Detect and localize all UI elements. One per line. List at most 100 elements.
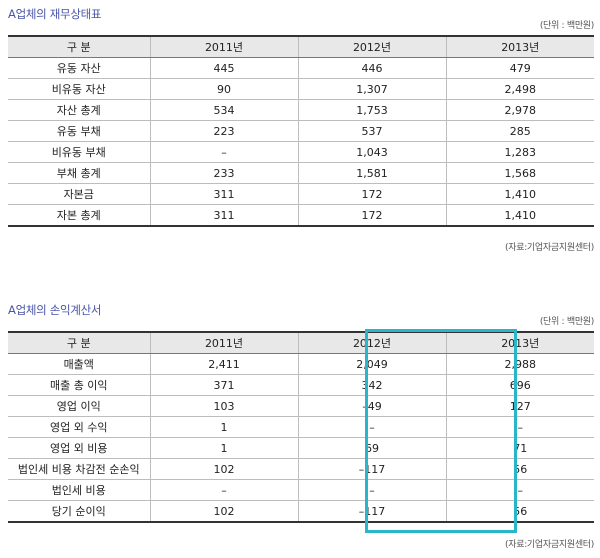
row-label: 유동 자산	[8, 57, 150, 79]
income-statement-source: (자료:기업자금지원센터)	[505, 540, 594, 550]
table-row: 당기 순이익 102 –117 56	[8, 500, 594, 522]
row-label: 비유동 자산	[8, 78, 150, 100]
table-cell: 1,568	[445, 162, 594, 184]
table-cell: 534	[149, 99, 298, 121]
table-cell: 2,498	[445, 78, 594, 100]
table-cell: 371	[149, 374, 298, 396]
table-cell: 102	[149, 458, 298, 480]
table-cell: 127	[445, 395, 594, 417]
header-2011: 2011년	[149, 36, 298, 58]
table-cell: 2,411	[149, 353, 298, 375]
row-label: 영업 외 수익	[8, 416, 150, 438]
table-row: 부채 총계 233 1,581 1,568	[8, 162, 594, 184]
table-cell: 1,581	[297, 162, 446, 184]
table-cell: 172	[297, 183, 446, 205]
table-cell: 1	[149, 437, 298, 459]
table-header-row: 구 분 2011년 2012년 2013년	[8, 332, 594, 354]
table-cell: 446	[297, 57, 446, 79]
table-cell: 1,410	[445, 204, 594, 226]
table-cell: 2,049	[297, 353, 446, 375]
balance-sheet-source: (자료:기업자금지원센터)	[505, 243, 594, 253]
table-cell: 71	[445, 437, 594, 459]
row-label: 당기 순이익	[51, 505, 106, 518]
row-label: 매출액	[8, 353, 150, 375]
table-row: 법인세 비용 – – –	[8, 479, 594, 501]
table-row: 유동 자산 445 446 479	[8, 57, 594, 79]
table-cell: 342	[297, 374, 446, 396]
table-cell: –117	[297, 458, 446, 480]
balance-sheet-unit: (단위 : 백만원)	[539, 21, 594, 31]
table-cell: 285	[445, 120, 594, 142]
table-row: 비유동 자산 90 1,307 2,498	[8, 78, 594, 100]
table-cell: 479	[445, 57, 594, 79]
table-row: 비유동 부채 –1,043 1,283	[8, 141, 594, 163]
header-category: 구 분	[8, 332, 150, 354]
row-label: 유동 부채	[8, 120, 150, 142]
table-cell: 696	[445, 374, 594, 396]
table-cell: –	[149, 479, 298, 501]
row-label: 법인세 비용	[8, 479, 150, 501]
table-cell: 311	[149, 183, 298, 205]
header-2013: 2013년	[445, 332, 594, 354]
header-2012: 2012년	[297, 36, 446, 58]
income-statement-section: A업체의 손익계산서 (단위 : 백만원) 구 분 2011년 2012년 20…	[8, 302, 594, 556]
header-2012: 2012년	[297, 332, 446, 354]
income-statement-table: 구 분 2011년 2012년 2013년 매출액 2,411 2,049 2,988…	[8, 331, 594, 523]
row-label: 매출 총 이익	[8, 374, 150, 396]
table-cell: 56	[445, 500, 594, 522]
table-cell: 102	[149, 500, 298, 522]
table-cell: –49	[297, 395, 446, 417]
row-label: 부채 총계	[8, 162, 150, 184]
table-cell: –117	[297, 500, 446, 522]
table-cell: 172	[297, 204, 446, 226]
table-cell: –	[297, 416, 446, 438]
row-label: 영업 외 비용	[8, 437, 150, 459]
table-row: 자산 총계 534 1,753 2,978	[8, 99, 594, 121]
table-row: 자본금 311 172 1,410	[8, 183, 594, 205]
row-label: 자본 총계	[56, 209, 101, 222]
table-cell: 1,283	[445, 141, 594, 163]
table-cell: 56	[445, 458, 594, 480]
table-cell: 445	[149, 57, 298, 79]
table-cell: 1,307	[297, 78, 446, 100]
table-row: 영업 외 비용 1 69 71	[8, 437, 594, 459]
header-category: 구 분	[8, 36, 150, 58]
table-cell: 1	[149, 416, 298, 438]
balance-sheet-section: A업체의 재무상태표 (단위 : 백만원) 구 분 2011년 2012년 20…	[8, 6, 594, 256]
table-row: 매출액 2,411 2,049 2,988	[8, 353, 594, 375]
table-cell: 1,043	[297, 141, 446, 163]
table-cell: 103	[149, 395, 298, 417]
table-cell: 2,978	[445, 99, 594, 121]
income-statement-title: A업체의 손익계산서	[8, 303, 102, 317]
table-cell: 1,410	[445, 183, 594, 205]
row-label: 법인세 비용 차감전 순손익	[8, 458, 150, 480]
table-row: 매출 총 이익 371 342 696	[8, 374, 594, 396]
table-cell: 223	[149, 120, 298, 142]
header-2011: 2011년	[149, 332, 298, 354]
table-cell: –	[297, 479, 446, 501]
header-2013: 2013년	[445, 36, 594, 58]
table-cell: 233	[149, 162, 298, 184]
balance-sheet-title: A업체의 재무상태표	[8, 7, 102, 21]
row-label: 비유동 부채	[8, 141, 150, 163]
table-cell: 2,988	[445, 353, 594, 375]
row-label: 자본금	[8, 183, 150, 205]
table-header-row: 구 분 2011년 2012년 2013년	[8, 36, 594, 58]
table-row: 영업 이익 103 –49 127	[8, 395, 594, 417]
table-row: 유동 부채 223 537 285	[8, 120, 594, 142]
table-row: 영업 외 수익 1– –	[8, 416, 594, 438]
row-label: 영업 이익	[8, 395, 150, 417]
balance-sheet-table: 구 분 2011년 2012년 2013년 유동 자산 445 446 479 비유동 …	[8, 35, 594, 227]
row-label: 자산 총계	[8, 99, 150, 121]
table-row: 자본 총계 311 172 1,410	[8, 204, 594, 226]
income-statement-unit: (단위 : 백만원)	[539, 317, 594, 327]
table-cell: –	[445, 416, 594, 438]
table-row: 법인세 비용 차감전 순손익 102 –117 56	[8, 458, 594, 480]
table-cell: 90	[149, 78, 298, 100]
table-cell: 537	[297, 120, 446, 142]
table-cell: –	[445, 479, 594, 501]
table-cell: 1,753	[297, 99, 446, 121]
table-cell: 69	[297, 437, 446, 459]
table-cell: 311	[149, 204, 298, 226]
table-cell: –	[149, 141, 298, 163]
